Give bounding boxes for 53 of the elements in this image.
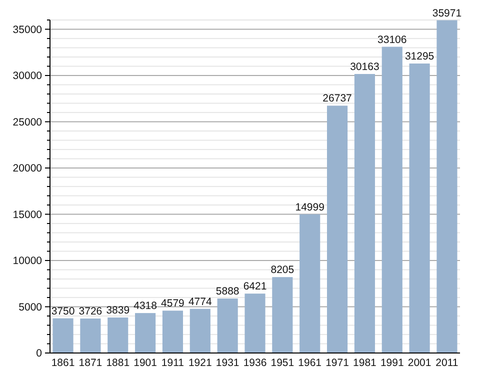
data-label: 3750 bbox=[51, 305, 75, 318]
y-tick-label: 20000 bbox=[12, 162, 42, 175]
data-label: 4579 bbox=[161, 298, 185, 310]
x-tick-label: 1871 bbox=[78, 357, 102, 369]
data-label: 35971 bbox=[432, 7, 462, 20]
x-tick-label: 1931 bbox=[216, 357, 240, 369]
y-tick-label: 0 bbox=[36, 348, 42, 360]
data-label: 6421 bbox=[243, 280, 267, 293]
bar bbox=[162, 310, 184, 353]
bar bbox=[52, 318, 74, 353]
data-label: 26737 bbox=[322, 92, 352, 105]
bar bbox=[108, 317, 128, 353]
bar bbox=[409, 64, 430, 353]
y-tick-label: 15000 bbox=[12, 208, 42, 221]
data-label: 8205 bbox=[270, 264, 294, 276]
x-tick-label: 1911 bbox=[161, 357, 184, 369]
y-tick-label: 10000 bbox=[12, 255, 42, 268]
x-tick-label: 2011 bbox=[436, 357, 458, 369]
data-label: 14999 bbox=[295, 201, 325, 214]
data-label: 30163 bbox=[350, 60, 380, 73]
x-tick-label: 1936 bbox=[243, 357, 267, 369]
x-tick-label: 1921 bbox=[188, 357, 212, 369]
data-label: 3839 bbox=[106, 304, 130, 316]
y-tick-label: 30000 bbox=[12, 70, 42, 82]
bar bbox=[300, 214, 320, 353]
data-label: 4774 bbox=[188, 296, 212, 308]
x-tick-label: 1881 bbox=[106, 357, 130, 369]
data-label: 4318 bbox=[134, 300, 158, 312]
data-label: 33106 bbox=[378, 34, 407, 46]
y-tick-label: 25000 bbox=[12, 116, 42, 128]
bar bbox=[354, 74, 375, 353]
data-label: 31295 bbox=[404, 50, 434, 63]
bar bbox=[190, 308, 210, 353]
x-tick-label: 1961 bbox=[298, 357, 322, 369]
x-tick-label: 2001 bbox=[408, 357, 432, 369]
bar bbox=[382, 46, 402, 353]
x-tick-label: 1971 bbox=[326, 357, 350, 369]
bar bbox=[272, 277, 293, 353]
x-tick-label: 1901 bbox=[134, 357, 158, 369]
bar bbox=[80, 318, 101, 353]
x-tick-label: 1861 bbox=[51, 357, 75, 369]
y-tick-label: 5000 bbox=[18, 301, 42, 314]
x-tick-label: 1951 bbox=[270, 357, 294, 369]
bar bbox=[244, 294, 266, 353]
y-tick-label: 35000 bbox=[12, 24, 42, 36]
data-label: 5888 bbox=[216, 286, 240, 298]
x-tick-label: 1991 bbox=[380, 357, 404, 369]
bar bbox=[135, 313, 156, 353]
x-tick-label: 1981 bbox=[353, 357, 377, 369]
bar bbox=[326, 106, 348, 353]
data-label: 3726 bbox=[78, 306, 102, 318]
bar bbox=[217, 298, 238, 353]
bar bbox=[436, 20, 458, 353]
